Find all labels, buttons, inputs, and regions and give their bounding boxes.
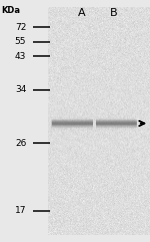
- Bar: [96, 124, 136, 125]
- Bar: [52, 120, 93, 121]
- Bar: [52, 121, 93, 122]
- Bar: [96, 122, 136, 123]
- Bar: [96, 126, 136, 127]
- Bar: [96, 119, 136, 120]
- Bar: [96, 120, 136, 121]
- Text: 43: 43: [15, 52, 26, 61]
- Text: 17: 17: [15, 206, 26, 215]
- Text: B: B: [110, 8, 117, 18]
- Text: A: A: [78, 8, 85, 18]
- Text: 26: 26: [15, 139, 26, 148]
- Bar: [52, 119, 93, 120]
- Text: 34: 34: [15, 85, 26, 94]
- Bar: [52, 126, 93, 127]
- Text: 55: 55: [15, 37, 26, 46]
- Bar: [52, 124, 93, 125]
- Bar: [96, 123, 136, 124]
- Bar: [52, 127, 93, 128]
- Bar: [96, 121, 136, 122]
- Bar: [96, 127, 136, 128]
- Bar: [52, 125, 93, 126]
- Bar: [52, 123, 93, 124]
- Bar: [48, 7, 150, 235]
- Bar: [52, 122, 93, 123]
- Text: 72: 72: [15, 23, 26, 32]
- Bar: [96, 125, 136, 126]
- Text: KDa: KDa: [2, 6, 21, 15]
